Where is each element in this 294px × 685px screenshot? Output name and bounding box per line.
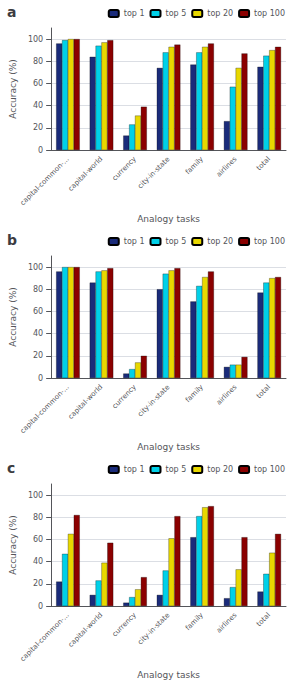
svg-text:100: 100: [28, 35, 43, 44]
svg-text:capital-world: capital-world: [67, 155, 105, 193]
svg-text:80: 80: [33, 57, 43, 66]
svg-text:0: 0: [38, 146, 43, 155]
svg-text:100: 100: [28, 263, 43, 272]
svg-text:capital-world: capital-world: [67, 383, 105, 421]
svg-text:total: total: [255, 611, 272, 628]
svg-text:total: total: [255, 383, 272, 400]
svg-text:top 100: top 100: [254, 237, 285, 246]
svg-text:20: 20: [33, 351, 43, 360]
svg-text:100: 100: [28, 491, 43, 500]
svg-text:40: 40: [33, 101, 43, 110]
svg-text:capital-world: capital-world: [67, 611, 105, 649]
svg-text:top 1: top 1: [124, 237, 145, 246]
svg-text:top 5: top 5: [166, 9, 187, 18]
svg-text:family: family: [184, 155, 205, 176]
svg-text:0: 0: [38, 374, 43, 383]
svg-text:80: 80: [33, 285, 43, 294]
svg-text:city-in-state: city-in-state: [136, 155, 171, 190]
svg-text:airlines: airlines: [215, 611, 239, 635]
svg-text:top 20: top 20: [207, 237, 233, 246]
svg-text:20: 20: [33, 579, 43, 588]
svg-text:Accuracy (%): Accuracy (%): [8, 515, 18, 575]
svg-text:capital-common-...: capital-common-...: [19, 155, 71, 207]
svg-text:Analogy tasks: Analogy tasks: [137, 442, 200, 452]
svg-text:c: c: [7, 460, 15, 476]
svg-text:airlines: airlines: [215, 155, 239, 179]
svg-text:city-in-state: city-in-state: [136, 611, 171, 646]
svg-text:Analogy tasks: Analogy tasks: [137, 670, 200, 680]
svg-text:family: family: [184, 611, 205, 632]
svg-text:family: family: [184, 383, 205, 404]
svg-text:80: 80: [33, 513, 43, 522]
svg-text:0: 0: [38, 602, 43, 611]
svg-text:a: a: [7, 4, 16, 20]
svg-text:60: 60: [33, 535, 43, 544]
svg-text:top 20: top 20: [207, 9, 233, 18]
svg-text:airlines: airlines: [215, 383, 239, 407]
svg-text:60: 60: [33, 307, 43, 316]
svg-text:40: 40: [33, 557, 43, 566]
svg-text:40: 40: [33, 329, 43, 338]
svg-text:city-in-state: city-in-state: [136, 383, 171, 418]
svg-text:currency: currency: [111, 611, 138, 638]
svg-text:capital-common-...: capital-common-...: [19, 611, 71, 663]
svg-text:Accuracy (%): Accuracy (%): [8, 287, 18, 347]
svg-text:currency: currency: [111, 383, 138, 410]
svg-text:top 5: top 5: [166, 465, 187, 474]
svg-text:top 1: top 1: [124, 9, 145, 18]
svg-text:20: 20: [33, 123, 43, 132]
svg-text:60: 60: [33, 79, 43, 88]
svg-text:top 5: top 5: [166, 237, 187, 246]
svg-text:Accuracy (%): Accuracy (%): [8, 59, 18, 119]
svg-text:currency: currency: [111, 155, 138, 182]
svg-text:capital-common-...: capital-common-...: [19, 383, 71, 435]
svg-text:top 1: top 1: [124, 465, 145, 474]
svg-text:total: total: [255, 155, 272, 172]
svg-text:top 100: top 100: [254, 465, 285, 474]
svg-text:Analogy tasks: Analogy tasks: [137, 214, 200, 224]
svg-text:b: b: [7, 232, 17, 248]
svg-text:top 20: top 20: [207, 465, 233, 474]
svg-text:top 100: top 100: [254, 9, 285, 18]
